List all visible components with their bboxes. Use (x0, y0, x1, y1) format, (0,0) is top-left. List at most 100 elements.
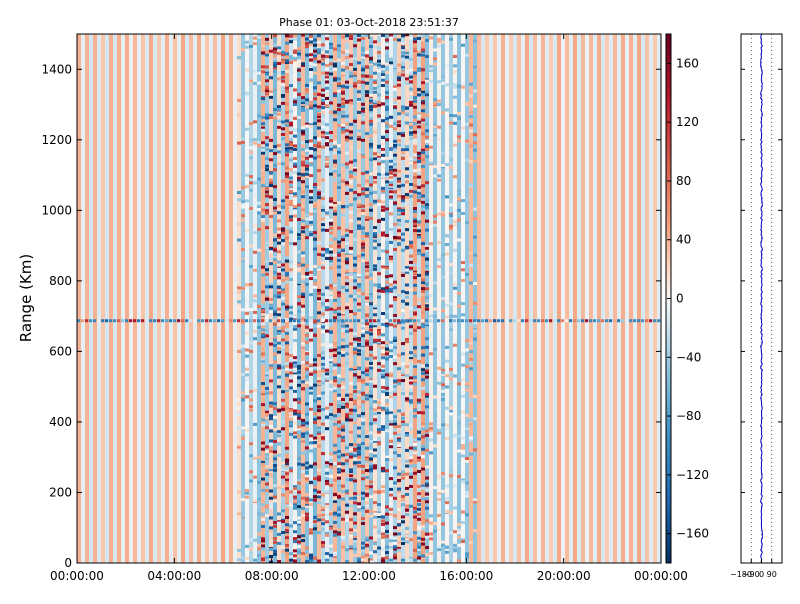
heatmap-cell (301, 101, 306, 105)
heatmap-cell (469, 357, 474, 361)
heatmap-cell (453, 435, 458, 439)
heatmap-column (361, 34, 366, 563)
heatmap-cell (445, 341, 450, 345)
heatmap-cell (285, 271, 290, 275)
heatmap-cell (365, 475, 370, 479)
heatmap-cell (313, 430, 318, 434)
heatmap-cell (269, 306, 274, 310)
heatmap-cell (325, 63, 330, 67)
heatmap-cell (329, 266, 334, 270)
interference-cell (541, 319, 545, 323)
heatmap-cell (361, 346, 366, 350)
heatmap-cell (305, 512, 310, 516)
heatmap-column (541, 34, 546, 563)
heatmap-cell (281, 288, 286, 292)
heatmap-cell (377, 42, 382, 46)
heatmap-cell (429, 532, 434, 536)
heatmap-cell (293, 192, 298, 196)
heatmap-cell (369, 467, 374, 471)
heatmap-cell (329, 72, 334, 76)
heatmap-cell (257, 554, 262, 558)
heatmap-cell (281, 268, 286, 272)
interference-cell (457, 319, 461, 323)
heatmap-cell (469, 541, 474, 545)
heatmap-column (381, 34, 386, 563)
heatmap-cell (353, 279, 358, 283)
heatmap-cell (261, 537, 266, 541)
heatmap-cell (397, 222, 402, 226)
heatmap-cell (409, 156, 414, 160)
heatmap-cell (261, 141, 266, 145)
heatmap-column (201, 34, 206, 563)
heatmap-cell (301, 96, 306, 100)
heatmap-cell (273, 427, 278, 431)
heatmap-cell (265, 229, 270, 233)
heatmap-cell (301, 226, 306, 230)
heatmap-cell (397, 444, 402, 448)
heatmap-cell (401, 362, 406, 366)
heatmap-cell (401, 133, 406, 137)
heatmap-cell (241, 218, 246, 222)
heatmap-cell (401, 183, 406, 187)
heatmap-cell (281, 50, 286, 54)
heatmap-cell (245, 544, 250, 548)
heatmap-cell (385, 394, 390, 398)
heatmap-cell (309, 363, 314, 367)
heatmap-cell (421, 158, 426, 162)
heatmap-cell (265, 113, 270, 117)
heatmap-cell (353, 167, 358, 171)
heatmap-cell (285, 259, 290, 263)
heatmap-cell (285, 119, 290, 123)
heatmap-cell (373, 412, 378, 416)
heatmap-cell (305, 479, 310, 483)
heatmap-cell (345, 138, 350, 142)
heatmap-cell (301, 208, 306, 212)
heatmap-cell (273, 415, 278, 419)
heatmap-cell (345, 361, 350, 365)
heatmap-cell (461, 268, 466, 272)
heatmap-cell (261, 352, 266, 356)
heatmap-column (601, 34, 606, 563)
heatmap-cell (429, 551, 434, 555)
heatmap-cell (449, 474, 454, 478)
heatmap-cell (453, 95, 458, 99)
heatmap-cell (369, 347, 374, 351)
heatmap-cell (405, 246, 410, 250)
heatmap-cell (301, 310, 306, 314)
heatmap-cell (341, 311, 346, 315)
heatmap-cell (413, 122, 418, 126)
heatmap-cell (333, 157, 338, 161)
heatmap-cell (385, 180, 390, 184)
heatmap-cell (417, 430, 422, 434)
heatmap-cell (257, 248, 262, 252)
heatmap-cell (321, 422, 326, 426)
heatmap-cell (329, 296, 334, 300)
heatmap-column (161, 34, 166, 563)
heatmap-cell (409, 75, 414, 79)
heatmap-cell (393, 293, 398, 297)
heatmap-cell (381, 390, 386, 394)
heatmap-cell (285, 89, 290, 93)
heatmap-cell (397, 38, 402, 42)
heatmap-cell (365, 132, 370, 136)
heatmap-cell (237, 426, 242, 430)
heatmap-cell (273, 70, 278, 74)
heatmap-cell (453, 70, 458, 74)
heatmap-cell (365, 423, 370, 427)
heatmap-cell (473, 417, 478, 421)
heatmap-cell (261, 51, 266, 55)
heatmap-cell (333, 78, 338, 82)
heatmap-cell (285, 406, 290, 410)
heatmap-cell (357, 285, 362, 289)
heatmap-cell (341, 61, 346, 65)
heatmap-cell (401, 422, 406, 426)
heatmap-cell (385, 458, 390, 462)
heatmap-cell (405, 513, 410, 517)
interference-cell (389, 319, 393, 323)
heatmap-cell (357, 505, 362, 509)
heatmap-cell (281, 94, 286, 98)
heatmap-cell (473, 159, 478, 163)
heatmap-cell (369, 345, 374, 349)
heatmap-cell (293, 134, 298, 138)
